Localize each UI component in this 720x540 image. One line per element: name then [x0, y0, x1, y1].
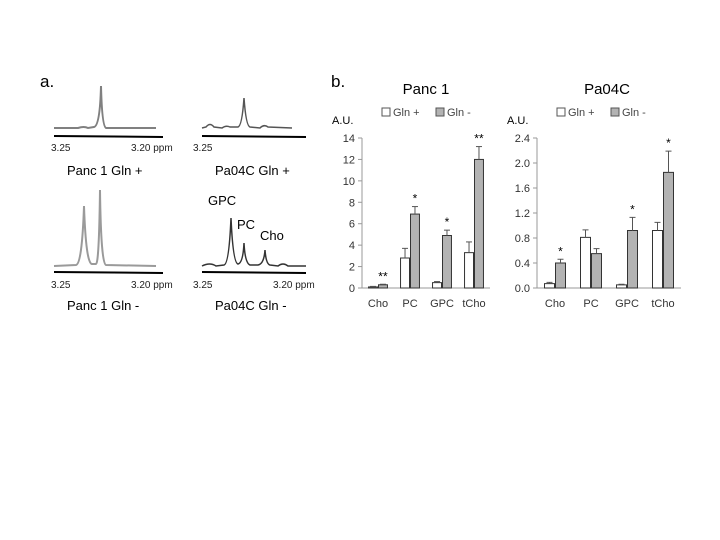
pa04c-y-tick-label-3: 1.2 — [515, 208, 530, 220]
pa04c-y-tick-label-2: 0.8 — [515, 233, 530, 245]
pa04c-y-tick-label-0: 0.0 — [515, 283, 530, 295]
pa04c-significance-gpc: * — [630, 202, 635, 216]
pa04c-legend-swatch-0 — [556, 107, 566, 117]
panc1-bar-pc-0 — [400, 257, 411, 289]
pa04c-x-tick-label-pc: PC — [583, 298, 598, 310]
label-panc1-gln-plus: Panc 1 Gln + — [67, 163, 143, 178]
panc1-bar-cho-1 — [378, 284, 388, 289]
pa04c-y-tick-label-5: 2.0 — [515, 158, 530, 170]
panc1-y-tick-label-2: 4 — [349, 240, 355, 252]
pa04c-x-tick-label-gpc: GPC — [615, 298, 639, 310]
pa04c-legend-swatch-1 — [610, 107, 620, 117]
pa04c-bar-tcho-0 — [652, 230, 663, 289]
pa04c-bar-cho-1 — [555, 262, 566, 289]
panc1-bar-tcho-0 — [464, 252, 474, 289]
panc1-y-tick-label-7: 14 — [343, 133, 355, 145]
spectrum-panc1-gln-minus — [53, 189, 164, 274]
ppm-left-1: 3.25 — [51, 143, 71, 154]
panc1-chart-title: Panc 1 — [403, 81, 450, 98]
peak-label-pc: PC — [237, 217, 256, 232]
pa04c-x-tick-label-tcho: tCho — [651, 298, 674, 310]
panc1-bar-tcho-1 — [474, 158, 484, 289]
bar-chart-panc1: Panc 1 Gln + Gln - A.U. 0 2 4 6 8 10 12 14 ** Cho * PC *… — [332, 81, 490, 310]
pa04c-y-tick-label-1: 0.4 — [515, 258, 530, 270]
panc1-bar-pc-1 — [410, 213, 420, 289]
pa04c-x-tick-label-cho: Cho — [545, 298, 565, 310]
panc1-legend-swatch-0 — [381, 107, 391, 117]
ppm-left-4: 3.25 — [193, 280, 213, 291]
peak-label-gpc: GPC — [208, 193, 237, 208]
peak-label-cho: Cho — [260, 228, 284, 243]
panc1-legend-label-1: Gln - — [447, 107, 471, 119]
panc1-x-tick-label-gpc: GPC — [430, 298, 454, 310]
panc1-x-tick-label-pc: PC — [402, 298, 417, 310]
panc1-significance-cho: ** — [378, 269, 388, 283]
panc1-y-tick-label-4: 8 — [349, 197, 355, 209]
panc1-bar-cho-0 — [368, 286, 379, 289]
pa04c-bar-pc-1 — [591, 253, 602, 289]
panel-a-letter: a. — [40, 72, 55, 91]
pa04c-bar-tcho-1 — [663, 171, 674, 289]
spectrum-pa04c-gln-plus — [201, 97, 307, 138]
panc1-y-tick-label-3: 6 — [349, 219, 355, 231]
pa04c-legend-label-1: Gln - — [622, 107, 646, 119]
label-pa04c-gln-plus: Pa04C Gln + — [215, 163, 290, 178]
panc1-significance-pc: * — [413, 192, 418, 206]
bar-chart-pa04c: Pa04C Gln + Gln - A.U. 0.0 0.4 0.8 1.2 1.6 2.0 2.4… — [507, 81, 681, 310]
panc1-legend-swatch-1 — [435, 107, 445, 117]
pa04c-legend-label-0: Gln + — [568, 107, 595, 119]
ppm-right-3: 3.20 ppm — [131, 280, 173, 291]
pa04c-bar-cho-0 — [544, 283, 555, 289]
pa04c-bar-gpc-1 — [627, 230, 638, 289]
panc1-significance-gpc: * — [445, 215, 450, 229]
pa04c-significance-cho: * — [558, 244, 563, 258]
pa04c-bar-pc-0 — [580, 236, 591, 289]
pa04c-significance-tcho: * — [666, 136, 671, 150]
panel-b-letter: b. — [331, 72, 346, 91]
panc1-y-tick-label-5: 10 — [343, 176, 355, 188]
panc1-significance-tcho: ** — [474, 132, 484, 146]
panc1-x-tick-label-cho: Cho — [368, 298, 388, 310]
panc1-bar-gpc-0 — [432, 282, 443, 289]
panc1-y-axis-label: A.U. — [332, 115, 353, 127]
ppm-left-3: 3.25 — [51, 280, 71, 291]
pa04c-y-axis-label: A.U. — [507, 115, 528, 127]
spectrum-panc1-gln-plus — [53, 85, 164, 138]
ppm-left-2: 3.25 — [193, 143, 213, 154]
pa04c-bar-gpc-0 — [616, 284, 627, 289]
ppm-right-4: 3.20 ppm — [273, 280, 315, 291]
pa04c-chart-title: Pa04C — [584, 81, 630, 98]
label-pa04c-gln-minus: Pa04C Gln - — [215, 298, 287, 313]
panc1-legend-label-0: Gln + — [393, 107, 420, 119]
panc1-bar-gpc-1 — [442, 235, 452, 289]
panc1-x-tick-label-tcho: tCho — [462, 298, 485, 310]
spectrum-pa04c-gln-minus — [201, 217, 307, 274]
panc1-y-tick-label-1: 2 — [349, 262, 355, 274]
label-panc1-gln-minus: Panc 1 Gln - — [67, 298, 140, 313]
ppm-right-1: 3.20 ppm — [131, 143, 173, 154]
pa04c-y-tick-label-4: 1.6 — [515, 183, 530, 195]
panc1-y-tick-label-6: 12 — [343, 154, 355, 166]
panc1-y-tick-label-0: 0 — [349, 283, 355, 295]
pa04c-y-tick-label-6: 2.4 — [515, 133, 530, 145]
